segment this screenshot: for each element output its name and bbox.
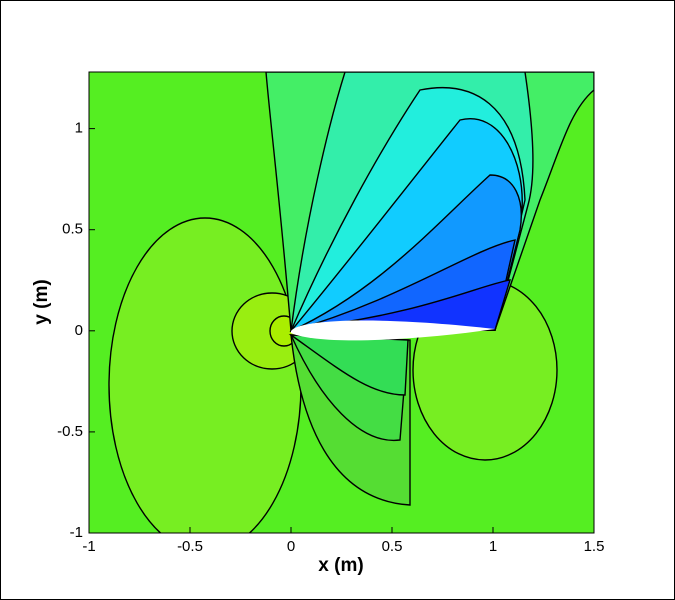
x-tick-label: -1 — [82, 538, 95, 555]
y-tick-label: 0.5 — [62, 221, 83, 238]
y-tick-label: 1 — [75, 120, 83, 137]
y-axis-label: y (m) — [31, 279, 52, 324]
x-tick-label: 0.5 — [382, 538, 403, 555]
airfoil — [291, 320, 495, 341]
x-tick-label: -0.5 — [177, 538, 203, 555]
contour-field — [89, 72, 594, 533]
contour-band — [108, 217, 302, 533]
y-tick-label: -0.5 — [57, 423, 83, 440]
x-axis-label: x (m) — [318, 555, 363, 576]
x-tick-label: 0 — [287, 538, 295, 555]
x-tick-label: 1.5 — [584, 538, 605, 555]
y-tick-label: 0 — [75, 322, 83, 339]
x-tick-label: 1 — [489, 538, 497, 555]
plot-border — [88, 71, 595, 534]
contour-band — [288, 334, 409, 396]
y-tick-label: -1 — [70, 524, 83, 541]
